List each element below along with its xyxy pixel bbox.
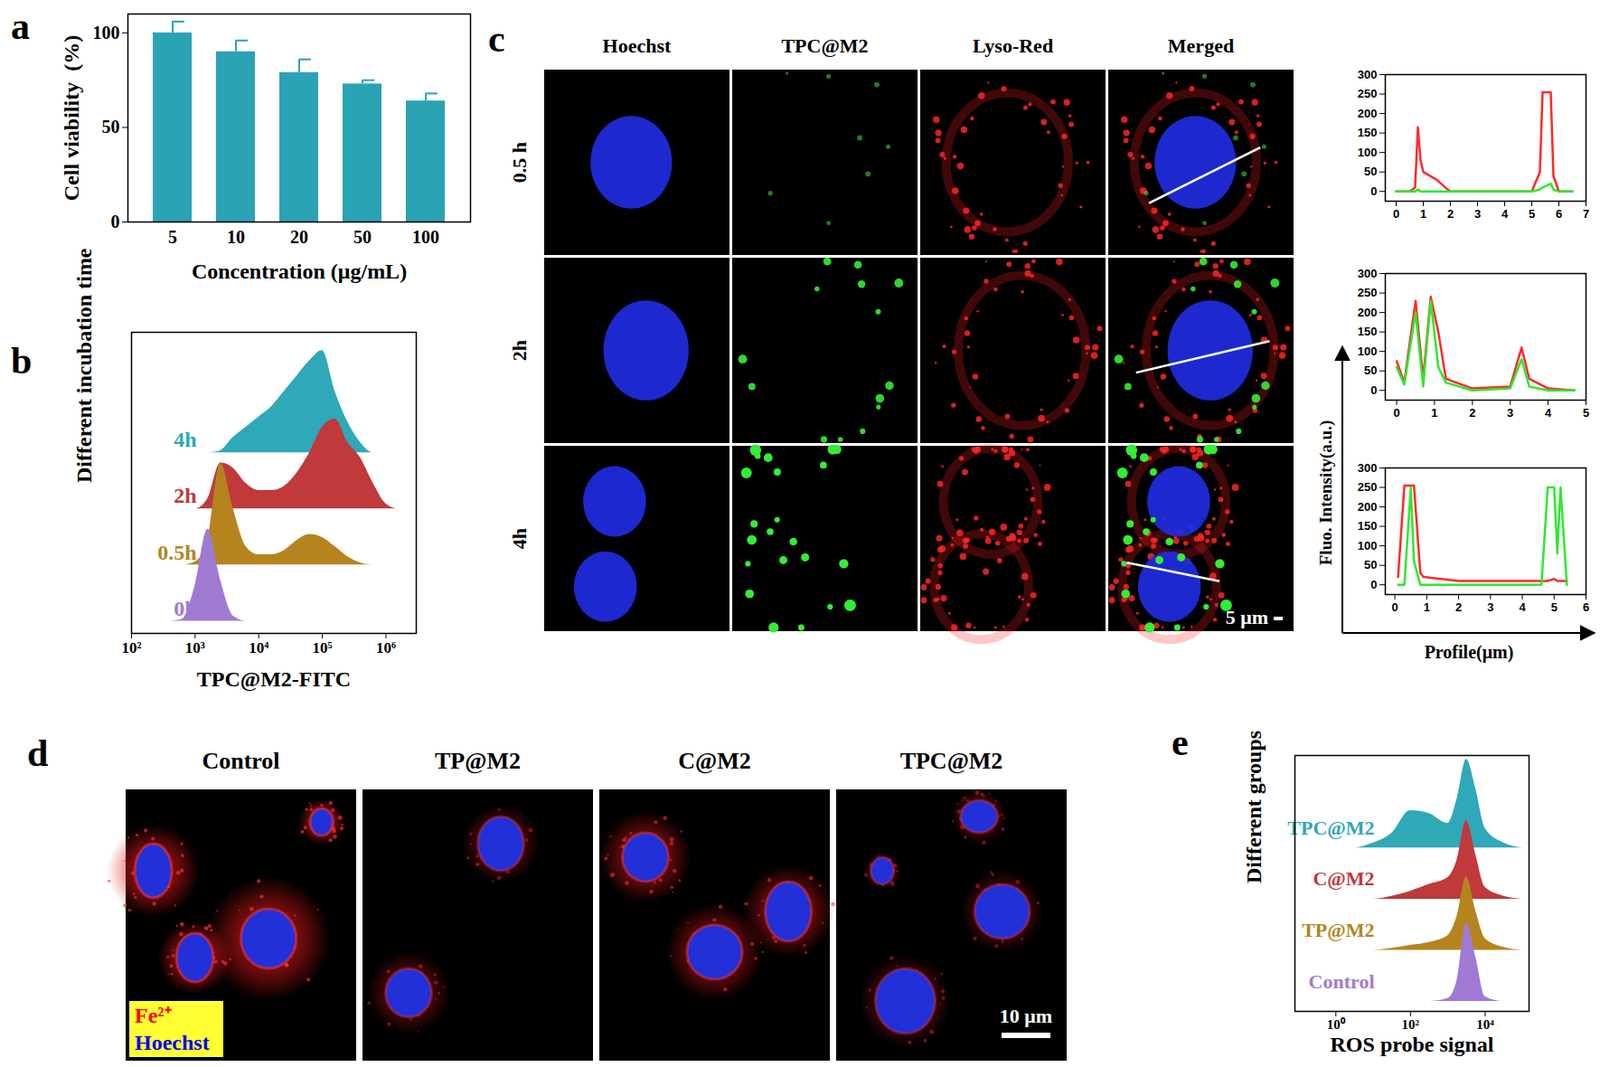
svg-text:ROS probe signal: ROS probe signal — [1330, 1032, 1495, 1056]
svg-text:2: 2 — [1455, 600, 1462, 614]
svg-text:2: 2 — [1447, 207, 1454, 221]
svg-text:0: 0 — [1392, 207, 1400, 221]
svg-text:200: 200 — [1357, 499, 1378, 514]
svg-text:3: 3 — [1487, 600, 1494, 614]
svg-text:0: 0 — [1392, 405, 1400, 420]
svg-text:100: 100 — [1357, 145, 1378, 160]
svg-text:200: 200 — [1357, 106, 1378, 121]
html-text:b: b — [10, 339, 32, 382]
svg-text:C@M2: C@M2 — [1312, 866, 1375, 890]
svg-text:50: 50 — [1364, 164, 1377, 179]
svg-text:50: 50 — [1364, 557, 1377, 572]
svg-text:250: 250 — [1357, 86, 1378, 101]
html-text:c: c — [488, 18, 506, 60]
svg-text:TPC@M2-FITC: TPC@M2-FITC — [197, 667, 351, 692]
svg-text:10⁰: 10⁰ — [1327, 1016, 1346, 1032]
svg-text:Fe²⁺: Fe²⁺ — [134, 1003, 172, 1027]
svg-text:300: 300 — [1357, 266, 1378, 281]
svg-text:0: 0 — [1370, 577, 1377, 592]
svg-text:Concentration (μg/mL): Concentration (μg/mL) — [191, 259, 407, 283]
svg-text:1: 1 — [1430, 405, 1438, 420]
svg-text:0.5 h: 0.5 h — [508, 141, 531, 183]
svg-text:Different incubation time: Different incubation time — [72, 247, 96, 483]
svg-text:Fluo. Intensity(a.u.): Fluo. Intensity(a.u.) — [1316, 420, 1337, 565]
svg-text:10: 10 — [226, 226, 245, 247]
svg-text:Cell viability (%): Cell viability (%) — [59, 35, 84, 201]
svg-text:10 μm: 10 μm — [999, 1004, 1053, 1027]
svg-text:Control: Control — [1308, 969, 1375, 993]
svg-text:0h: 0h — [173, 596, 197, 621]
svg-text:TPC@M2: TPC@M2 — [781, 34, 868, 57]
svg-text:1: 1 — [1423, 600, 1431, 614]
svg-text:4: 4 — [1544, 405, 1553, 420]
html-text:a: a — [10, 5, 30, 48]
svg-text:150: 150 — [1357, 518, 1378, 533]
svg-text:Lyso-Red: Lyso-Red — [972, 34, 1054, 57]
svg-text:5: 5 — [1528, 207, 1535, 221]
svg-text:Merged: Merged — [1167, 34, 1234, 57]
svg-text:10³: 10³ — [185, 639, 206, 657]
svg-text:10²: 10² — [1402, 1016, 1421, 1032]
svg-text:0: 0 — [1391, 600, 1398, 614]
svg-text:C@M2: C@M2 — [677, 747, 752, 774]
svg-text:6: 6 — [1582, 600, 1590, 614]
svg-text:100: 100 — [1357, 538, 1378, 553]
svg-text:300: 300 — [1357, 67, 1378, 82]
svg-text:0: 0 — [111, 211, 121, 232]
svg-text:2: 2 — [1468, 405, 1476, 420]
svg-text:Profile(μm): Profile(μm) — [1424, 641, 1515, 663]
svg-text:4h: 4h — [173, 427, 197, 452]
svg-text:4: 4 — [1518, 600, 1526, 614]
svg-text:20: 20 — [290, 226, 309, 247]
svg-text:4h: 4h — [508, 527, 531, 549]
svg-text:2h: 2h — [173, 483, 197, 508]
svg-text:10⁴: 10⁴ — [248, 639, 269, 657]
svg-text:150: 150 — [1357, 324, 1378, 339]
svg-text:TPC@M2: TPC@M2 — [900, 747, 1004, 774]
svg-text:5: 5 — [1582, 405, 1590, 420]
svg-text:100: 100 — [1357, 344, 1378, 358]
svg-text:Control: Control — [201, 747, 280, 774]
svg-text:TP@M2: TP@M2 — [434, 747, 521, 774]
svg-text:2h: 2h — [508, 339, 531, 361]
svg-text:TP@M2: TP@M2 — [1301, 918, 1375, 942]
svg-text:5: 5 — [1551, 600, 1558, 614]
svg-text:50: 50 — [102, 116, 121, 137]
svg-text:6: 6 — [1555, 207, 1563, 221]
svg-text:3: 3 — [1474, 207, 1481, 221]
svg-text:10⁶: 10⁶ — [376, 639, 396, 657]
svg-text:100: 100 — [412, 226, 440, 247]
svg-text:200: 200 — [1357, 305, 1378, 320]
svg-text:TPC@M2: TPC@M2 — [1287, 816, 1375, 839]
svg-text:7: 7 — [1582, 207, 1590, 221]
svg-text:Hoechst: Hoechst — [602, 34, 672, 57]
svg-text:5 μm: 5 μm — [1225, 605, 1269, 629]
html-text:d: d — [27, 732, 49, 774]
svg-text:300: 300 — [1357, 461, 1378, 475]
svg-text:5: 5 — [168, 226, 178, 247]
svg-text:3: 3 — [1506, 405, 1514, 420]
svg-text:250: 250 — [1357, 480, 1378, 494]
svg-text:100: 100 — [93, 22, 121, 43]
svg-text:10⁵: 10⁵ — [312, 639, 333, 657]
svg-text:250: 250 — [1357, 285, 1378, 300]
svg-text:1: 1 — [1420, 207, 1427, 221]
svg-text:Different groups: Different groups — [1242, 730, 1266, 884]
html-text:e: e — [1171, 721, 1189, 763]
svg-text:0.5h: 0.5h — [157, 540, 197, 565]
svg-text:Hoechst: Hoechst — [134, 1030, 210, 1055]
svg-text:0: 0 — [1370, 383, 1377, 397]
svg-text:10⁴: 10⁴ — [1476, 1016, 1495, 1032]
svg-text:0: 0 — [1370, 184, 1377, 198]
svg-text:150: 150 — [1357, 125, 1378, 140]
svg-text:50: 50 — [1364, 363, 1377, 377]
svg-text:4: 4 — [1501, 207, 1509, 221]
svg-text:10²: 10² — [121, 639, 142, 657]
svg-text:50: 50 — [353, 226, 372, 247]
